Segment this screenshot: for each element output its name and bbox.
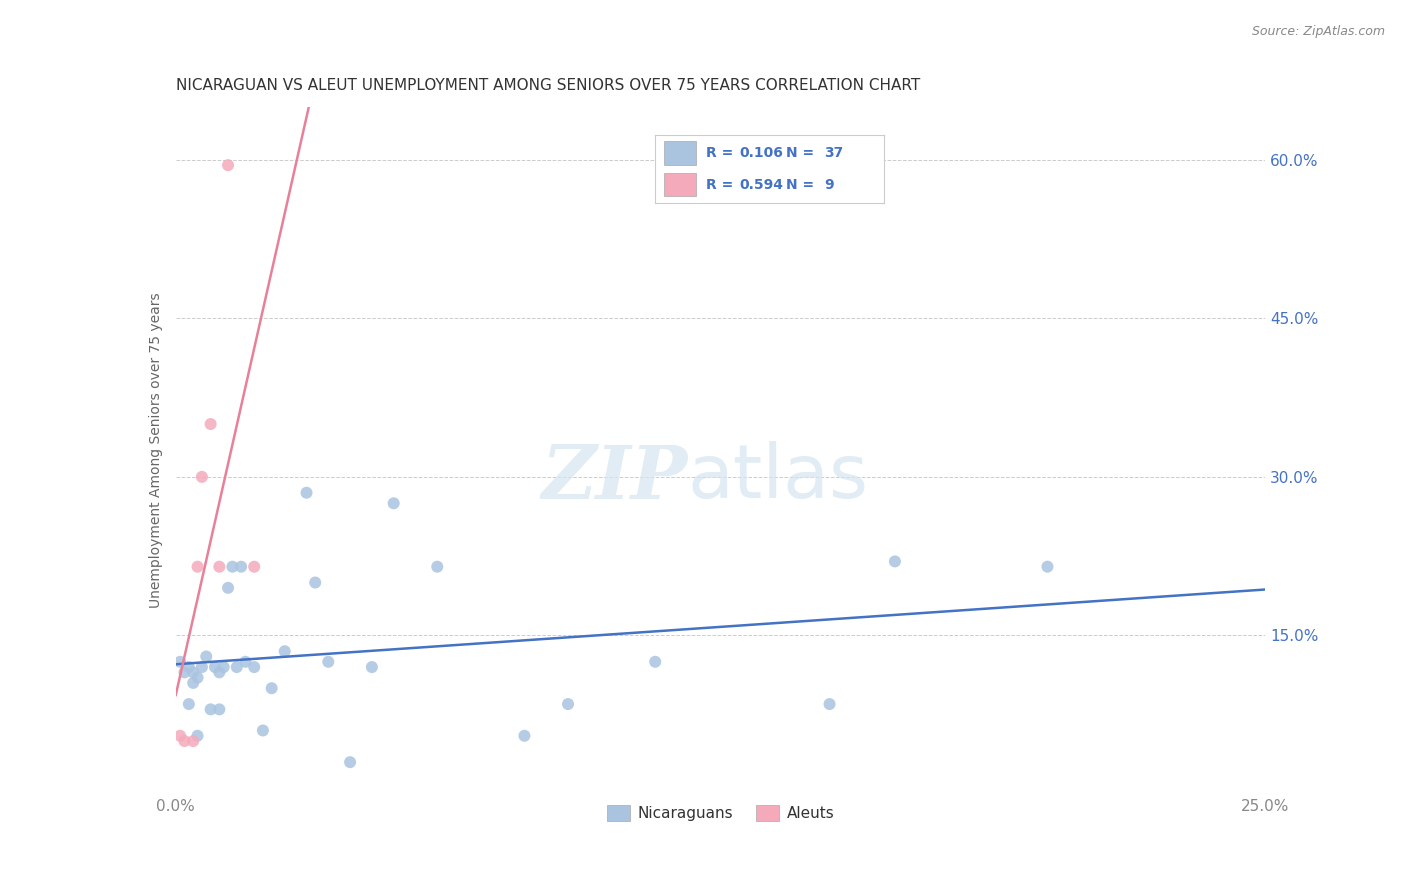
Text: 0.106: 0.106 xyxy=(740,146,783,160)
Y-axis label: Unemployment Among Seniors over 75 years: Unemployment Among Seniors over 75 years xyxy=(149,293,163,608)
Text: atlas: atlas xyxy=(688,442,869,515)
Text: 37: 37 xyxy=(824,146,844,160)
Point xyxy=(191,470,214,484)
FancyBboxPatch shape xyxy=(665,141,696,165)
Point xyxy=(217,581,239,595)
Text: ZIP: ZIP xyxy=(541,442,688,514)
Point xyxy=(177,697,200,711)
Point xyxy=(221,559,243,574)
FancyBboxPatch shape xyxy=(665,173,696,196)
Text: R =: R = xyxy=(706,178,738,192)
Legend: Nicaraguans, Aleuts: Nicaraguans, Aleuts xyxy=(600,799,841,828)
Point xyxy=(181,734,204,748)
Point xyxy=(818,697,841,711)
Point xyxy=(200,702,222,716)
Point xyxy=(1036,559,1059,574)
Point xyxy=(186,559,209,574)
Point xyxy=(208,559,231,574)
Point xyxy=(169,655,191,669)
Point xyxy=(208,665,231,680)
Point xyxy=(426,559,449,574)
Point xyxy=(252,723,274,738)
Point xyxy=(304,575,326,590)
Point xyxy=(204,660,226,674)
Point xyxy=(200,417,222,431)
Text: N =: N = xyxy=(786,146,818,160)
Point xyxy=(295,485,318,500)
Point xyxy=(186,671,209,685)
Point xyxy=(318,655,340,669)
Point xyxy=(235,655,257,669)
Text: N =: N = xyxy=(786,178,818,192)
Point xyxy=(225,660,247,674)
Text: 0.594: 0.594 xyxy=(740,178,785,192)
Point xyxy=(243,660,266,674)
Point xyxy=(195,649,218,664)
Text: Source: ZipAtlas.com: Source: ZipAtlas.com xyxy=(1251,25,1385,38)
Point xyxy=(243,559,266,574)
Point xyxy=(177,660,200,674)
Point xyxy=(181,665,204,680)
Point xyxy=(260,681,283,696)
Point xyxy=(169,729,191,743)
Point xyxy=(557,697,579,711)
Text: 9: 9 xyxy=(824,178,834,192)
Point xyxy=(231,559,253,574)
Point xyxy=(382,496,405,510)
Point xyxy=(884,554,907,568)
Point xyxy=(186,729,209,743)
Point xyxy=(173,734,195,748)
Point xyxy=(173,665,195,680)
Point xyxy=(191,660,214,674)
Point xyxy=(208,702,231,716)
Point xyxy=(513,729,536,743)
Point xyxy=(360,660,382,674)
Point xyxy=(644,655,666,669)
Point xyxy=(212,660,235,674)
Text: NICARAGUAN VS ALEUT UNEMPLOYMENT AMONG SENIORS OVER 75 YEARS CORRELATION CHART: NICARAGUAN VS ALEUT UNEMPLOYMENT AMONG S… xyxy=(176,78,920,94)
Point xyxy=(274,644,297,658)
Point xyxy=(217,158,239,172)
Point xyxy=(181,676,204,690)
Point xyxy=(339,755,361,769)
Text: R =: R = xyxy=(706,146,738,160)
